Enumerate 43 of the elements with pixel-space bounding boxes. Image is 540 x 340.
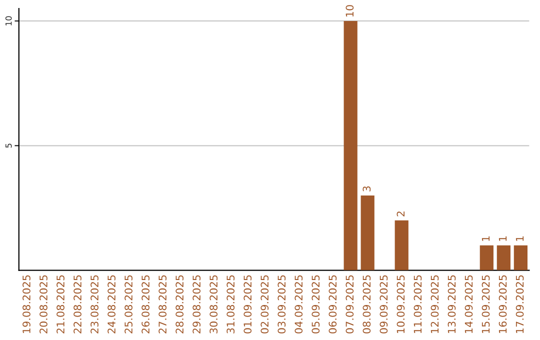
x-tick-label: 22.08.2025 [74, 275, 82, 334]
x-tick-label: 13.09.2025 [448, 275, 456, 333]
x-tick-label: 05.09.2025 [312, 275, 320, 334]
x-tick-label: 23.08.2025 [90, 275, 98, 334]
data-label: 1 [516, 236, 524, 241]
bar [360, 196, 374, 270]
x-tick-label: 27.08.2025 [158, 275, 167, 334]
bar [394, 220, 408, 270]
bar [514, 245, 528, 270]
x-tick-label: 07.09.2025 [346, 275, 354, 334]
x-tick-label: 01.09.2025 [244, 275, 252, 334]
x-tick-label: 02.09.2025 [260, 275, 269, 334]
data-label: 1 [498, 236, 507, 241]
x-tick-label: 20.08.2025 [40, 275, 48, 334]
x-tick-label: 19.08.2025 [22, 275, 30, 333]
x-tick-label: 04.09.2025 [294, 275, 303, 334]
x-tick-label: 12.09.2025 [430, 275, 439, 333]
x-tick-label: 16.09.2025 [498, 275, 507, 333]
x-tick-label: 31.08.2025 [226, 275, 235, 334]
bar [496, 245, 510, 270]
x-tick-label: 28.08.2025 [176, 275, 184, 334]
x-tick-label: 06.09.2025 [328, 275, 337, 334]
data-label: 1 [482, 236, 490, 241]
x-tick-label: 09.09.2025 [380, 275, 388, 334]
y-tick-label: 5 [6, 144, 12, 148]
x-tick-label: 25.08.2025 [124, 275, 132, 334]
bar [480, 245, 494, 270]
x-tick-label: 10.09.2025 [396, 275, 405, 333]
x-tick-label: 15.09.2025 [482, 275, 490, 333]
x-tick-label: 29.08.2025 [192, 275, 201, 334]
x-tick-label: 21.08.2025 [56, 275, 64, 334]
x-tick-label: 03.09.2025 [278, 275, 286, 334]
data-label: 2 [396, 212, 404, 216]
data-label: 10 [346, 5, 354, 17]
x-tick-label: 08.09.2025 [362, 275, 371, 334]
x-tick-label: 26.08.2025 [142, 275, 150, 334]
x-tick-label: 17.09.2025 [516, 275, 524, 333]
bar [344, 20, 358, 270]
x-tick-label: 24.08.2025 [108, 275, 116, 334]
x-tick-label: 11.09.2025 [414, 275, 422, 333]
data-label: 3 [362, 186, 371, 192]
x-tick-label: 14.09.2025 [464, 275, 473, 333]
x-tick-label: 30.08.2025 [210, 275, 218, 334]
